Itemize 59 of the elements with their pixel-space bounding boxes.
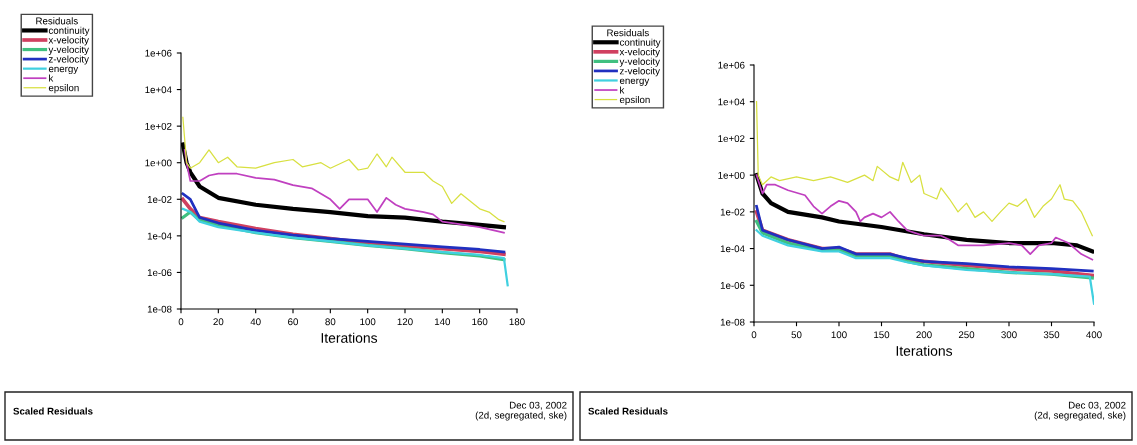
y-tick-label: 1e-08	[720, 318, 745, 326]
x-axis-title: Iterations	[321, 332, 378, 343]
legend-title: Residuals	[36, 17, 78, 25]
y-tick-label: 1e+02	[145, 122, 172, 130]
y-tick-label: 1e+04	[145, 86, 172, 94]
y-tick-label: 1e-02	[147, 196, 172, 203]
legend-label: z-velocity	[619, 67, 660, 77]
x-tick-label: 180	[509, 318, 525, 326]
y-tick-label: 1e+04	[718, 98, 745, 106]
legend-label: k	[49, 74, 54, 82]
text: (2d, segregated, ske)	[475, 411, 567, 421]
x-tick-label: 100	[831, 331, 847, 339]
y-tick-label: 1e-06	[720, 282, 745, 289]
legend-label: continuity	[619, 38, 661, 48]
x-tick-label: 150	[874, 331, 890, 339]
x-tick-label: 80	[325, 318, 336, 326]
x-tick-label: 0	[751, 331, 757, 339]
y-tick-label: 1e+00	[718, 171, 745, 179]
x-tick-label: 0	[178, 318, 184, 326]
x-tick-label: 200	[916, 331, 932, 339]
text: Scaled Residuals	[588, 407, 668, 415]
y-tick-label: 1e+02	[718, 135, 745, 143]
legend-label: energy	[619, 78, 650, 86]
y-tick-label: 1e-04	[147, 232, 172, 240]
legend-label: x-velocity	[48, 36, 89, 46]
text: Scaled Residuals	[13, 407, 93, 415]
y-tick-label: 1e-02	[720, 208, 745, 216]
x-tick-label: 120	[397, 318, 413, 326]
y-tick-label: 1e-08	[147, 305, 172, 313]
y-tick-label: 1e+00	[145, 159, 172, 167]
legend-label: continuity	[48, 26, 90, 36]
x-tick-label: 50	[791, 331, 802, 339]
x-tick-label: 160	[472, 318, 488, 326]
legend-title: Residuals	[607, 29, 649, 37]
x-tick-label: 140	[434, 318, 451, 326]
text: Dec 03, 2002	[1068, 401, 1126, 410]
x-tick-label: 300	[1001, 331, 1017, 339]
legend-label: z-velocity	[48, 55, 89, 65]
x-tick-label: 20	[213, 318, 224, 326]
x-tick-label: 250	[958, 331, 975, 339]
x-tick-label: 100	[360, 318, 376, 326]
legend-label: epsilon	[48, 84, 79, 94]
y-tick-label: 1e-06	[147, 269, 172, 277]
y-tick-label: 1e-04	[720, 245, 745, 253]
y-tick-label: 1e+06	[718, 61, 745, 69]
x-tick-label: 60	[288, 318, 299, 326]
legend-label: y-velocity	[48, 45, 89, 55]
legend-label: epsilon	[619, 95, 650, 105]
x-axis-title: Iterations	[896, 345, 953, 356]
legend-label: x-velocity	[619, 48, 660, 58]
y-tick-label: 1e+06	[145, 49, 172, 57]
x-tick-label: 350	[1043, 331, 1060, 339]
legend-label: energy	[48, 66, 79, 75]
legend-label: k	[620, 86, 625, 94]
text: Dec 03, 2002	[509, 401, 567, 410]
x-tick-label: 40	[250, 318, 261, 326]
text: (2d, segregated, ske)	[1034, 411, 1126, 421]
legend-label: y-velocity	[619, 57, 660, 67]
x-tick-label: 400	[1086, 331, 1102, 339]
